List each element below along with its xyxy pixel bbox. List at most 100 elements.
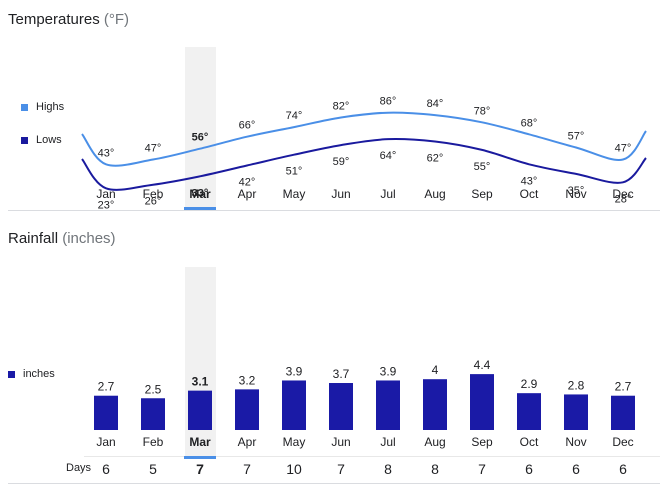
- legend-lows[interactable]: Lows: [21, 134, 62, 146]
- highs-label-oct: 68°: [521, 117, 538, 129]
- highs-label-jan: 43°: [98, 147, 115, 159]
- highs-label-nov: 57°: [568, 131, 585, 143]
- rain-month-label-aug: Aug: [424, 435, 445, 449]
- temp-month-label-apr: Apr: [238, 187, 257, 201]
- lows-label-nov: 35°: [568, 185, 585, 197]
- rain-days-nov: 6: [572, 461, 580, 477]
- temp-month-label-nov: Nov: [565, 187, 586, 201]
- highs-label-sep: 78°: [474, 105, 491, 117]
- temp-month-label-jun: Jun: [331, 187, 350, 201]
- rain-days-jul: 8: [384, 461, 392, 477]
- rain-days-feb: 5: [149, 461, 157, 477]
- rain-value-label-feb: 2.5: [145, 382, 162, 396]
- lows-label-aug: 62°: [427, 153, 444, 165]
- lows-label-feb: 26°: [145, 196, 162, 208]
- temp-month-label-oct: Oct: [520, 187, 539, 201]
- rain-month-label-jan: Jan: [96, 435, 115, 449]
- rain-month-label-oct: Oct: [520, 435, 539, 449]
- days-row-divider: [84, 456, 660, 457]
- legend-highs-swatch: [21, 103, 28, 111]
- lows-label-jul: 64°: [380, 150, 397, 162]
- rain-bar-may: [282, 380, 306, 430]
- rain-value-label-jun: 3.7: [333, 367, 350, 381]
- days-label: Days: [66, 462, 92, 474]
- rain-month-label-feb: Feb: [143, 435, 164, 449]
- rain-bar-oct: [517, 393, 541, 430]
- rain-value-label-mar: 3.1: [192, 375, 209, 389]
- rain-value-label-dec: 2.7: [615, 380, 632, 394]
- legend-highs[interactable]: Highs: [21, 101, 64, 113]
- legend-inches[interactable]: inches: [8, 368, 55, 380]
- temp-month-label-sep: Sep: [471, 187, 493, 201]
- lows-label-mar: 33°: [192, 187, 209, 199]
- temp-month-label-feb: Feb: [143, 187, 164, 201]
- rain-days-dec: 6: [619, 461, 627, 477]
- rain-month-label-jul: Jul: [380, 435, 395, 449]
- temp-month-label-jul: Jul: [380, 187, 395, 201]
- rain-month-label-apr: Apr: [238, 435, 257, 449]
- rainfall-unit: (inches): [62, 230, 116, 247]
- rain-month-label-jun: Jun: [331, 435, 350, 449]
- rain-value-label-apr: 3.2: [239, 373, 256, 387]
- lows-label-sep: 55°: [474, 161, 491, 173]
- selected-month-indicator-rainfall: [184, 456, 216, 459]
- rain-month-label-mar: Mar: [189, 435, 211, 449]
- legend-inches-label: inches: [23, 368, 55, 380]
- highs-label-may: 74°: [286, 110, 303, 122]
- lows-label-dec: 28°: [615, 193, 632, 205]
- lows-label-jan: 23°: [98, 199, 115, 211]
- rain-value-label-jan: 2.7: [98, 380, 115, 394]
- selected-month-indicator-temperatures: [184, 207, 216, 210]
- rain-days-jun: 7: [337, 461, 345, 477]
- rain-bar-nov: [564, 394, 588, 430]
- rain-bar-apr: [235, 389, 259, 430]
- rain-bar-jul: [376, 380, 400, 430]
- highs-label-dec: 47°: [615, 143, 632, 155]
- rain-bar-mar: [188, 390, 212, 430]
- rainfall-chart: 2.7 Jan 6 2.5 Feb 5 3.1 Mar 7 3.2 Apr 7 3.9 May 10 3.7 J…: [8, 358, 660, 484]
- rainfall-title: Rainfall (inches): [8, 230, 116, 247]
- rain-days-apr: 7: [243, 461, 251, 477]
- rain-month-label-nov: Nov: [565, 435, 586, 449]
- rain-month-label-sep: Sep: [471, 435, 493, 449]
- temp-month-label-may: May: [283, 187, 306, 201]
- lows-label-apr: 42°: [239, 177, 256, 189]
- rainfall-title-text: Rainfall: [8, 230, 59, 247]
- highs-label-aug: 84°: [427, 98, 444, 110]
- lows-label-jun: 59°: [333, 156, 350, 168]
- rain-month-label-dec: Dec: [612, 435, 633, 449]
- temp-month-label-jan: Jan: [96, 187, 115, 201]
- highs-line: [81, 111, 647, 167]
- highs-label-mar: 56°: [192, 132, 209, 144]
- highs-label-jul: 86°: [380, 96, 397, 108]
- rain-value-label-jul: 3.9: [380, 364, 397, 378]
- lows-line: [81, 137, 647, 191]
- highs-label-feb: 47°: [145, 143, 162, 155]
- rain-value-label-sep: 4.4: [474, 358, 491, 372]
- temperature-chart: 43° 23°Jan 47° 26°Feb 56° 33°Mar 66° 42°Apr 74° 5…: [81, 96, 647, 211]
- selected-month-highlight-temperatures: [185, 47, 216, 210]
- temperatures-title: Temperatures (°F): [8, 11, 129, 28]
- rain-value-label-oct: 2.9: [521, 377, 538, 391]
- rain-days-oct: 6: [525, 461, 533, 477]
- rain-days-may: 10: [286, 461, 302, 477]
- highs-label-apr: 66°: [239, 120, 256, 132]
- rain-bar-dec: [611, 395, 635, 430]
- bottom-divider: [8, 483, 660, 484]
- rain-bar-jan: [94, 395, 118, 430]
- rain-value-label-may: 3.9: [286, 364, 303, 378]
- legend-inches-swatch: [8, 370, 15, 378]
- rain-days-aug: 8: [431, 461, 439, 477]
- temperatures-unit: (°F): [103, 11, 130, 28]
- rain-bar-feb: [141, 398, 165, 430]
- legend-lows-swatch: [21, 136, 28, 144]
- rain-bar-sep: [470, 374, 494, 430]
- rain-bar-jun: [329, 383, 353, 430]
- temp-month-label-mar: Mar: [189, 187, 211, 201]
- highs-label-jun: 82°: [333, 101, 350, 113]
- rain-days-sep: 7: [478, 461, 486, 477]
- rain-value-label-nov: 2.8: [568, 378, 585, 392]
- lows-label-may: 51°: [286, 166, 303, 178]
- legend-lows-label: Lows: [36, 134, 62, 146]
- temp-month-label-aug: Aug: [424, 187, 445, 201]
